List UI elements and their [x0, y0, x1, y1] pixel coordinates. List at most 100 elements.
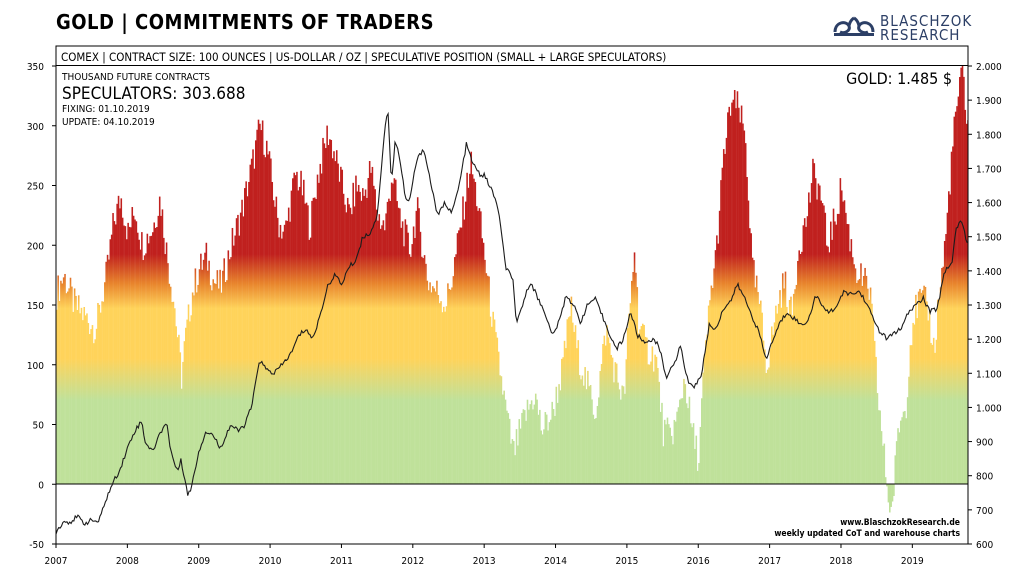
speculators-bar: [480, 211, 482, 485]
speculators-bar: [595, 418, 597, 485]
speculators-bar: [803, 218, 806, 485]
speculators-bar: [722, 149, 725, 485]
speculators-bar: [615, 363, 618, 485]
speculators-bar: [824, 212, 827, 485]
speculators-bar: [57, 275, 59, 485]
speculators-bar: [580, 379, 582, 485]
speculators-bar: [373, 185, 375, 485]
speculators-bar: [939, 287, 942, 485]
speculators-bar: [747, 200, 750, 485]
speculators-bar: [216, 270, 219, 485]
right-tick-label: 1.000: [976, 403, 1002, 414]
speculators-bar: [584, 367, 586, 485]
speculators-bar: [545, 414, 548, 485]
speculators-bar: [651, 346, 654, 485]
speculators-bar: [124, 226, 127, 485]
x-tick-label: 2010: [259, 556, 282, 567]
speculators-bar: [287, 207, 290, 485]
speculators-bar: [819, 185, 821, 485]
speculators-bar: [158, 196, 161, 485]
speculators-bar: [356, 191, 359, 485]
speculators-bar: [191, 292, 194, 485]
speculators-bar: [908, 376, 910, 485]
speculators-bar: [283, 224, 286, 485]
speculators-bar: [573, 331, 575, 485]
speculators-bar: [108, 259, 110, 485]
speculators-bar: [620, 399, 622, 485]
speculators-bar: [637, 333, 640, 485]
speculators-bar: [147, 243, 150, 485]
speculators-bar: [491, 326, 493, 485]
speculators-bar: [636, 287, 639, 485]
speculators-bar: [799, 253, 802, 485]
speculators-bar: [259, 123, 261, 485]
speculators-bar: [319, 163, 322, 485]
speculators-bar: [764, 349, 766, 485]
speculators-bar: [394, 179, 397, 485]
speculators-bar: [127, 222, 129, 485]
speculators-bar: [644, 336, 647, 485]
speculators-bar: [388, 198, 390, 485]
speculators-bar: [286, 220, 289, 485]
speculators-bar: [512, 441, 515, 485]
speculators-bar: [470, 151, 473, 485]
speculators-bar: [762, 340, 765, 485]
speculators-bar: [550, 419, 552, 485]
speculators-bar: [183, 341, 186, 485]
speculators-bar: [565, 348, 567, 485]
speculators-bar: [777, 303, 780, 485]
speculators-bar: [60, 280, 62, 485]
speculators-bar: [231, 227, 234, 485]
speculators-bar: [658, 381, 661, 485]
speculators-bar: [709, 300, 711, 485]
speculators-bar: [123, 225, 125, 485]
speculators-bar: [738, 107, 740, 485]
speculators-bar: [390, 182, 393, 485]
speculators-bar: [930, 342, 932, 485]
speculators-bar: [418, 208, 420, 485]
speculators-bar: [834, 221, 836, 485]
speculators-bar: [725, 137, 728, 485]
speculators-bar: [654, 354, 656, 485]
right-tick-label: 1.500: [976, 233, 1002, 244]
speculators-bar: [99, 312, 102, 485]
speculators-bar: [960, 67, 962, 485]
speculators-bar: [346, 197, 349, 485]
speculators-bar: [543, 429, 545, 485]
speculators-bar: [879, 410, 881, 485]
right-axis: 2.000 1.900 1.800 1.700 1.600 1.500 1.400 1.300…: [968, 62, 1002, 551]
speculators-bar: [536, 399, 538, 485]
speculators-bar: [659, 411, 662, 485]
speculators-bar: [267, 154, 269, 485]
speculators-bar: [153, 222, 156, 485]
speculators-bar: [109, 239, 112, 485]
left-tick-label: 200: [27, 241, 44, 252]
speculators-bar: [481, 238, 483, 485]
speculators-bar: [421, 256, 423, 485]
speculators-bar: [648, 364, 651, 485]
speculators-bar: [130, 227, 132, 485]
speculators-bar: [95, 328, 98, 485]
speculators-bar: [334, 161, 337, 485]
right-tick-label: 1.300: [976, 301, 1002, 312]
speculators-bar: [323, 143, 326, 485]
speculators-bar: [208, 260, 210, 485]
speculators-bar: [617, 382, 619, 485]
speculators-bar: [353, 206, 356, 485]
speculators-bar: [241, 199, 243, 485]
speculators-bar: [702, 372, 704, 485]
speculators-bar: [121, 217, 124, 485]
speculators-bar: [375, 209, 378, 485]
speculators-bar: [610, 354, 612, 485]
speculators-bar: [165, 242, 168, 485]
right-tick-label: 700: [976, 506, 993, 517]
speculators-bar: [871, 303, 873, 485]
speculators-bar: [279, 224, 282, 485]
speculators-bar: [862, 275, 865, 485]
speculators-bar: [106, 254, 109, 485]
speculators-bar: [875, 356, 877, 485]
speculators-bar: [460, 227, 463, 485]
speculators-bar: [392, 183, 394, 485]
speculators-bar: [327, 144, 330, 485]
speculators-bar: [226, 280, 228, 485]
